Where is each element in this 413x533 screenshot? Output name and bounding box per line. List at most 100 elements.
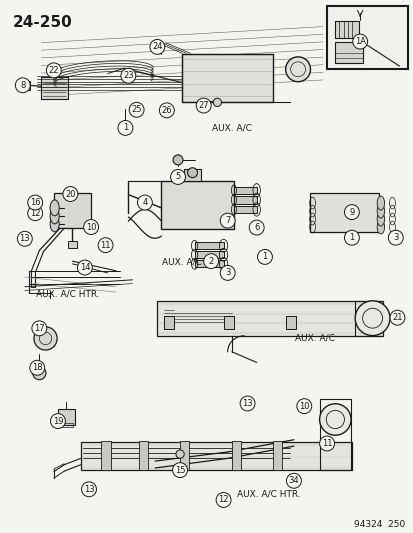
Circle shape: [216, 492, 230, 507]
Text: 10: 10: [85, 223, 96, 231]
Circle shape: [30, 360, 45, 375]
Bar: [34, 327, 40, 337]
Text: 3: 3: [225, 269, 230, 277]
Circle shape: [83, 220, 98, 235]
Circle shape: [344, 230, 358, 245]
Text: 3: 3: [392, 233, 397, 242]
Text: 23: 23: [123, 71, 133, 80]
Bar: [233, 187, 256, 194]
Text: 1: 1: [262, 253, 267, 261]
Ellipse shape: [376, 212, 384, 226]
Text: 2: 2: [208, 257, 213, 265]
Text: 26: 26: [161, 106, 172, 115]
Text: 27: 27: [198, 101, 209, 110]
Text: AUX. A/C: AUX. A/C: [162, 258, 202, 266]
Circle shape: [220, 213, 235, 228]
Circle shape: [389, 310, 404, 325]
Text: 25: 25: [131, 106, 142, 114]
Circle shape: [32, 321, 47, 336]
Bar: [231, 441, 240, 470]
Bar: [184, 169, 200, 181]
Text: 16: 16: [30, 198, 40, 207]
Bar: [326, 6, 407, 69]
Text: 4: 4: [142, 198, 147, 207]
Text: 11: 11: [100, 241, 111, 249]
Bar: [161, 181, 233, 229]
Text: 13: 13: [83, 485, 94, 494]
Bar: [194, 251, 223, 258]
Text: 11: 11: [321, 439, 332, 448]
Ellipse shape: [376, 220, 384, 234]
Circle shape: [28, 195, 43, 210]
Circle shape: [170, 169, 185, 184]
Text: 9: 9: [349, 208, 354, 216]
Circle shape: [150, 39, 164, 54]
Circle shape: [98, 238, 113, 253]
Ellipse shape: [376, 196, 384, 210]
Bar: [138, 441, 147, 470]
Bar: [334, 42, 363, 63]
Bar: [194, 260, 223, 267]
Bar: [182, 54, 273, 102]
Text: 18: 18: [32, 364, 43, 372]
Bar: [58, 409, 74, 425]
Circle shape: [213, 98, 221, 107]
Text: 22: 22: [48, 66, 59, 75]
Bar: [180, 441, 189, 470]
Text: 5: 5: [175, 173, 180, 181]
Circle shape: [319, 436, 334, 451]
Circle shape: [77, 260, 92, 275]
Circle shape: [352, 34, 367, 49]
Text: 1: 1: [349, 233, 354, 242]
Bar: [157, 301, 382, 336]
Circle shape: [286, 473, 301, 488]
Text: AUX. A/C: AUX. A/C: [211, 124, 251, 132]
Bar: [194, 242, 223, 249]
Circle shape: [354, 301, 389, 336]
Bar: [273, 441, 282, 470]
Text: 1A: 1A: [354, 37, 365, 46]
Bar: [285, 316, 295, 329]
Circle shape: [17, 231, 32, 246]
Text: 8: 8: [20, 81, 25, 90]
Bar: [41, 77, 68, 99]
Ellipse shape: [50, 216, 59, 232]
Bar: [59, 423, 73, 427]
Circle shape: [296, 399, 311, 414]
Text: 17: 17: [34, 324, 45, 333]
Bar: [47, 337, 54, 346]
Bar: [68, 241, 76, 248]
Bar: [233, 196, 256, 204]
Circle shape: [172, 463, 187, 478]
Circle shape: [319, 403, 350, 435]
Circle shape: [387, 230, 402, 245]
Bar: [334, 21, 358, 38]
Bar: [45, 341, 49, 348]
Text: AUX. A/C HTR.: AUX. A/C HTR.: [237, 490, 300, 498]
Text: AUX. A/C HTR.: AUX. A/C HTR.: [36, 290, 100, 298]
Text: 15: 15: [174, 466, 185, 474]
Text: 21: 21: [391, 313, 402, 322]
Circle shape: [118, 120, 133, 135]
Text: 20: 20: [65, 190, 76, 198]
Text: 13: 13: [19, 235, 30, 243]
Text: 13: 13: [242, 399, 252, 408]
Circle shape: [257, 249, 272, 264]
Circle shape: [28, 206, 43, 221]
Bar: [23, 81, 30, 90]
Circle shape: [137, 195, 152, 210]
Text: 6: 6: [254, 223, 259, 232]
Bar: [101, 441, 110, 470]
Circle shape: [159, 103, 174, 118]
Circle shape: [46, 63, 61, 78]
Circle shape: [129, 102, 144, 117]
Text: 7: 7: [225, 216, 230, 225]
Bar: [310, 193, 378, 232]
Bar: [81, 442, 351, 470]
Text: 12: 12: [218, 496, 228, 504]
Text: 24: 24: [152, 43, 162, 51]
Circle shape: [63, 187, 78, 201]
Text: 24-250: 24-250: [12, 15, 72, 30]
Circle shape: [121, 68, 135, 83]
Ellipse shape: [50, 200, 59, 216]
